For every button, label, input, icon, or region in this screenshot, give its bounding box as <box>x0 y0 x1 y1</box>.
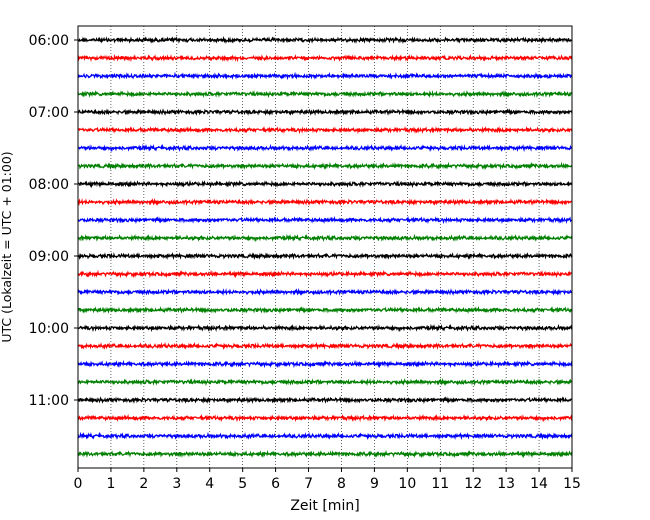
y-tick-label-2: 08:00 <box>29 177 69 193</box>
x-tick-label-14: 14 <box>530 476 548 492</box>
trace-0900 <box>77 251 573 261</box>
y-tick-label-3: 09:00 <box>29 249 69 265</box>
trace-0615 <box>77 54 573 63</box>
trace-0730 <box>77 143 573 153</box>
y-tick-label-0: 06:00 <box>29 33 69 49</box>
x-tick-label-5: 5 <box>238 476 247 492</box>
trace-0845 <box>77 233 573 243</box>
trace-1030 <box>77 359 573 369</box>
x-tick-label-8: 8 <box>337 476 346 492</box>
trace-0645 <box>77 89 573 99</box>
plot-frame <box>77 25 573 469</box>
x-axis-label: Zeit [min] <box>290 498 359 514</box>
x-tick-label-3: 3 <box>172 476 181 492</box>
x-tick-label-6: 6 <box>271 476 280 492</box>
trace-1015 <box>77 342 573 351</box>
trace-1115 <box>77 413 573 423</box>
x-tick-label-2: 2 <box>139 476 148 492</box>
x-tick-label-13: 13 <box>497 476 515 492</box>
trace-0700 <box>77 108 573 117</box>
x-tick-label-0: 0 <box>74 476 83 492</box>
trace-1000 <box>77 323 573 333</box>
y-axis-ticks: 06:00 07:00 08:00 09:00 10:00 11:00 <box>29 33 78 409</box>
x-tick-label-9: 9 <box>370 476 379 492</box>
x-axis-ticks: 0 1 2 3 4 5 6 7 8 9 10 11 12 13 14 15 <box>74 468 581 492</box>
y-tick-label-5: 11:00 <box>29 393 69 409</box>
trace-1045 <box>77 377 573 387</box>
trace-0830 <box>77 215 573 225</box>
seismic-traces <box>77 35 573 459</box>
y-tick-label-1: 07:00 <box>29 105 69 121</box>
x-tick-label-12: 12 <box>464 476 482 492</box>
y-axis-label: UTC (Lokalzeit = UTC + 01:00) <box>0 151 14 342</box>
x-tick-label-15: 15 <box>563 476 581 492</box>
y-tick-label-4: 10:00 <box>29 321 69 337</box>
trace-0815 <box>77 197 573 207</box>
x-tick-label-11: 11 <box>431 476 449 492</box>
x-tick-label-10: 10 <box>398 476 416 492</box>
trace-0930 <box>77 287 573 297</box>
trace-0945 <box>77 305 573 314</box>
x-tick-label-4: 4 <box>205 476 214 492</box>
x-tick-label-1: 1 <box>106 476 115 492</box>
trace-0800 <box>77 179 573 189</box>
trace-0630 <box>77 71 573 81</box>
trace-0745 <box>77 161 573 171</box>
trace-0715 <box>77 125 573 135</box>
x-tick-label-7: 7 <box>304 476 313 492</box>
trace-0915 <box>77 269 573 279</box>
trace-0600 <box>77 35 573 45</box>
trace-1130 <box>77 431 573 441</box>
trace-1145 <box>77 449 573 459</box>
trace-1100 <box>77 396 573 405</box>
